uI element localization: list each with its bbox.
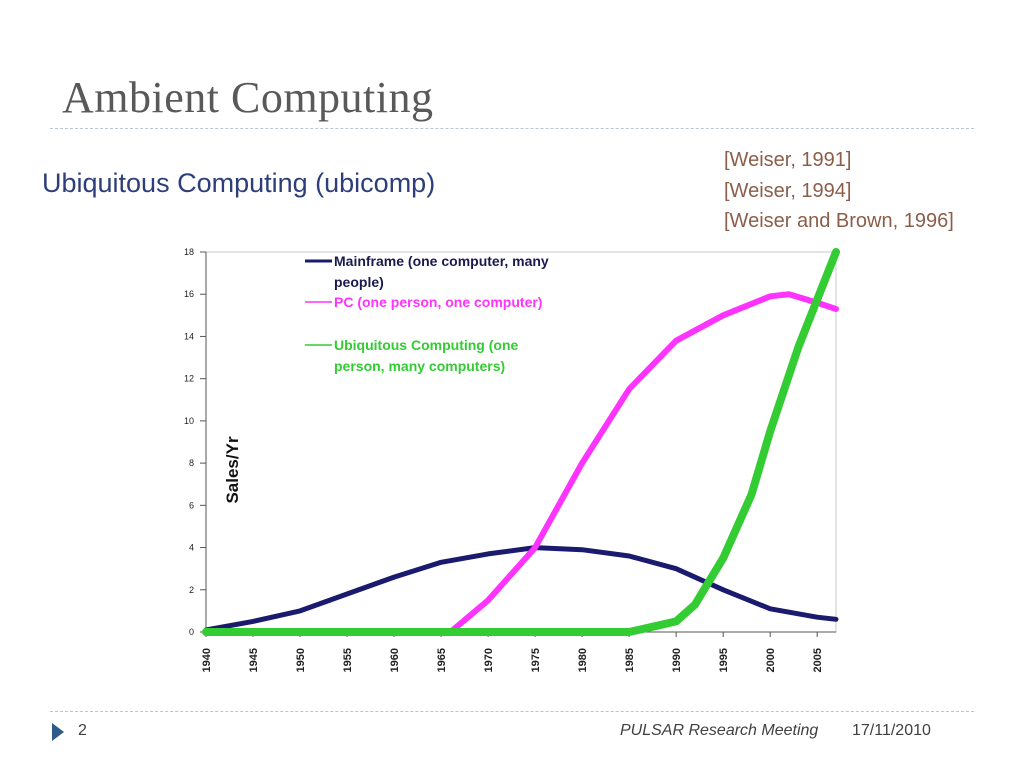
y-tick-label: 14	[184, 331, 194, 341]
x-tick-label: 2000	[765, 648, 777, 672]
references: [Weiser, 1991] [Weiser, 1994] [Weiser an…	[724, 145, 954, 237]
slide-number: 2	[78, 722, 87, 739]
y-tick-label: 2	[189, 585, 194, 595]
y-tick-label: 10	[184, 416, 194, 426]
reference-2: [Weiser, 1994]	[724, 179, 852, 202]
x-tick-label: 1945	[248, 648, 260, 672]
x-tick-label: 1940	[201, 648, 213, 672]
x-tick-label: 1985	[624, 648, 636, 672]
footer-divider	[50, 711, 974, 712]
x-tick-label: 1960	[389, 648, 401, 672]
legend-label-2: PC (one person, one computer)	[334, 294, 542, 310]
x-tick-label: 1955	[342, 648, 354, 672]
legend-label-3: person, many computers)	[334, 358, 505, 374]
footer-date: 17/11/2010	[852, 722, 931, 739]
reference-3: [Weiser and Brown, 1996]	[724, 210, 954, 232]
x-tick-label: 1995	[718, 648, 730, 672]
x-tick-label: 1970	[483, 648, 495, 672]
x-tick-label: 1980	[577, 648, 589, 672]
slide-subtitle: Ubiquitous Computing (ubicomp)	[42, 168, 436, 198]
y-tick-label: 12	[184, 374, 194, 384]
legend-label-1: Mainframe (one computer, many	[334, 253, 549, 269]
series-line-2	[447, 291, 839, 635]
x-tick-label: 1950	[295, 648, 307, 672]
legend-label-1: people)	[334, 274, 384, 290]
play-triangle-icon	[52, 723, 64, 741]
y-tick-label: 8	[189, 458, 194, 468]
y-tick-label: 0	[189, 627, 194, 637]
title-divider	[50, 128, 974, 129]
x-tick-label: 1990	[671, 648, 683, 672]
x-tick-label: 1975	[530, 648, 542, 672]
sales-chart: 0 2 4 6 8 10 12 14 16 18 1940 1945 1950 1955 1960 1965 1…	[184, 247, 840, 672]
slide-title: Ambient Computing	[62, 73, 434, 122]
series-line-3	[202, 248, 840, 636]
x-tick-label: 2005	[812, 648, 824, 672]
y-axis-label: Sales/Yr	[223, 436, 242, 503]
y-tick-label: 6	[189, 500, 194, 510]
footer-meeting-name: PULSAR Research Meeting	[620, 722, 819, 739]
legend-label-3: Ubiquitous Computing (one	[334, 337, 519, 353]
reference-1: [Weiser, 1991]	[724, 149, 852, 171]
y-tick-label: 4	[189, 543, 194, 553]
y-tick-label: 16	[184, 289, 194, 299]
x-tick-label: 1965	[436, 648, 448, 672]
y-tick-label: 18	[184, 247, 194, 257]
